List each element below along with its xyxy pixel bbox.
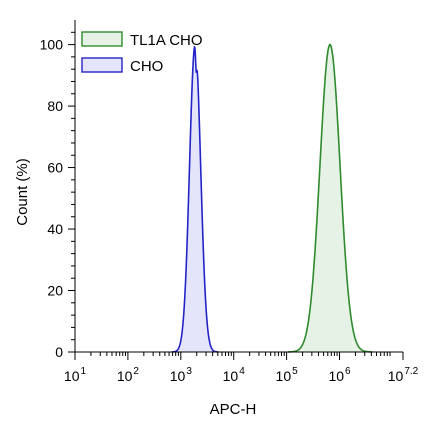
series-tl1a-cho-fill xyxy=(287,44,373,353)
legend: TL1A CHO CHO xyxy=(81,31,203,75)
y-tick-label: 20 xyxy=(47,283,63,299)
axes: 0 20 40 60 80 100 101 102 103 104 105 106 107.2 APC-H… xyxy=(14,20,419,418)
series-cho-fill xyxy=(171,47,219,352)
y-tick-label: 0 xyxy=(55,344,63,360)
series-tl1a-cho-line xyxy=(287,43,373,353)
legend-label-tl1a-cho: TL1A CHO xyxy=(130,32,203,49)
y-tick-label: 100 xyxy=(40,37,64,53)
y-axis-title: Count (%) xyxy=(14,158,31,226)
x-tick-label: 102 xyxy=(117,366,140,384)
legend-label-cho: CHO xyxy=(130,58,163,75)
x-tick-label: 104 xyxy=(223,366,246,384)
x-tick-label: 106 xyxy=(328,366,351,384)
legend-swatch-cho xyxy=(81,57,123,73)
plot-area xyxy=(171,43,373,353)
y-tick-label: 40 xyxy=(47,221,63,237)
x-tick-label: 105 xyxy=(276,366,299,384)
x-tick-label: 101 xyxy=(64,366,87,384)
series-cho-line xyxy=(171,45,219,353)
x-tick-label: 107.2 xyxy=(388,366,419,384)
y-tick-label: 60 xyxy=(47,160,63,176)
x-tick-label: 103 xyxy=(170,366,193,384)
x-axis-title: APC-H xyxy=(210,401,257,418)
y-tick-label: 80 xyxy=(47,98,63,114)
legend-swatch-tl1a-cho xyxy=(81,31,123,47)
